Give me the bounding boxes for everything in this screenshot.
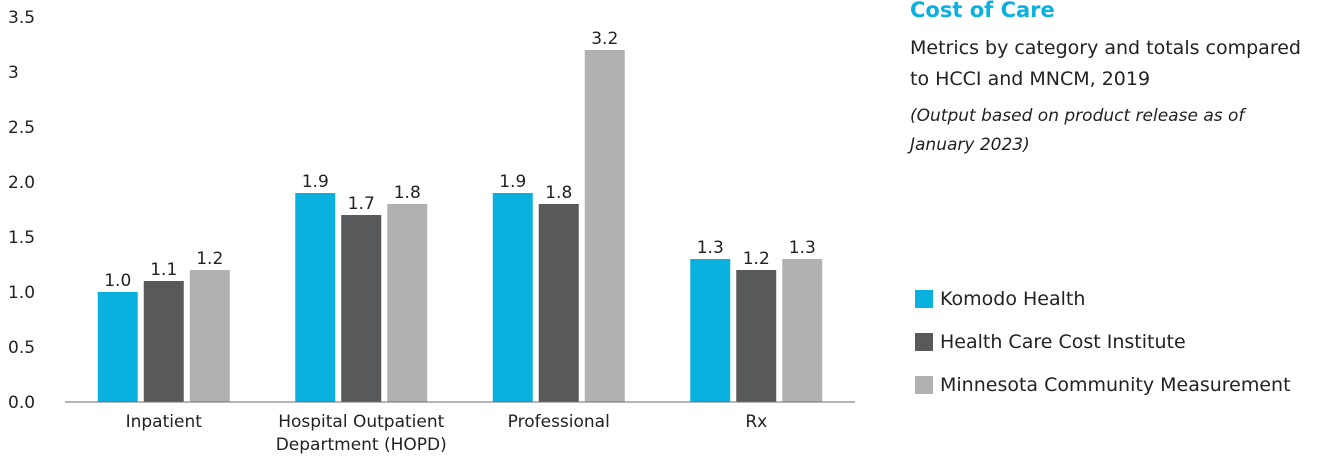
chart-subtitle: Metrics by category and totals compared …: [910, 37, 1301, 90]
data-label: 1.1: [150, 260, 177, 280]
data-label: 1.8: [545, 183, 572, 203]
y-tick-label: 2.0: [8, 173, 35, 193]
data-label: 1.9: [499, 172, 526, 192]
bar: [492, 193, 533, 402]
y-tick-label: 1.0: [8, 283, 35, 303]
bar: [295, 193, 336, 402]
y-tick-label: 3.5: [8, 8, 35, 28]
bar: [782, 259, 823, 402]
bar: [584, 50, 625, 402]
bar: [736, 270, 777, 402]
data-label: 1.2: [743, 249, 770, 269]
chart-note: (Output based on product release as of J…: [910, 106, 1245, 155]
legend-label: Minnesota Community Measurement: [940, 374, 1291, 396]
bar: [189, 270, 230, 402]
legend-item-hcci: Health Care Cost Institute: [915, 329, 1291, 355]
bar: [143, 281, 184, 402]
x-category-label: Inpatient: [126, 412, 203, 432]
data-label: 1.3: [789, 238, 816, 258]
x-category-label-line: Rx: [745, 412, 767, 432]
data-label: 1.9: [302, 172, 329, 192]
bar: [341, 215, 382, 402]
data-label: 1.3: [697, 238, 724, 258]
bar: [97, 292, 138, 402]
legend-item-mncm: Minnesota Community Measurement: [915, 372, 1291, 398]
bar: [690, 259, 731, 402]
y-tick-label: 0.0: [8, 393, 35, 413]
bar-series: 1.0 1.1 1.2 1.9 1.7 1.8 1.9 1.8 3.2 1.3 1.2 1.3: [97, 29, 823, 402]
y-tick-label: 2.5: [8, 118, 35, 138]
x-category-label: Hospital Outpatient Department (HOPD): [276, 412, 447, 455]
data-label: 3.2: [591, 29, 618, 49]
data-label: 1.8: [394, 183, 421, 203]
bar: [538, 204, 579, 402]
legend-swatch: [915, 333, 933, 351]
x-category-label-line: Hospital Outpatient: [278, 412, 444, 432]
data-label: 1.2: [196, 249, 223, 269]
legend-swatch: [915, 290, 933, 308]
x-category-label: Professional: [508, 412, 610, 432]
data-label: 1.7: [348, 194, 375, 214]
bar: [387, 204, 428, 402]
x-axis: Inpatient Hospital Outpatient Department (…: [65, 401, 855, 455]
legend-swatch: [915, 376, 933, 394]
x-category-label-line: Inpatient: [126, 412, 203, 432]
x-category-label-line: Department (HOPD): [276, 435, 447, 455]
y-axis: 0.0 0.5 1.0 1.5 2.0 2.5 3 3.5: [8, 8, 35, 413]
data-label: 1.0: [104, 271, 131, 291]
bar-chart: 0.00.51.01.52.02.533.5 1.01.11.21.91.71.…: [8, 8, 855, 455]
y-tick-label: 3: [8, 63, 19, 83]
legend-label: Komodo Health: [940, 288, 1086, 310]
x-category-label-line: Professional: [508, 412, 610, 432]
y-tick-label: 0.5: [8, 338, 35, 358]
chart-title: Cost of Care: [910, 0, 1055, 22]
y-tick-label: 1.5: [8, 228, 35, 248]
legend: Komodo Health Health Care Cost Institute…: [915, 286, 1291, 415]
legend-item-komodo-health: Komodo Health: [915, 286, 1291, 312]
legend-label: Health Care Cost Institute: [940, 331, 1186, 353]
x-category-label: Rx: [745, 412, 767, 432]
